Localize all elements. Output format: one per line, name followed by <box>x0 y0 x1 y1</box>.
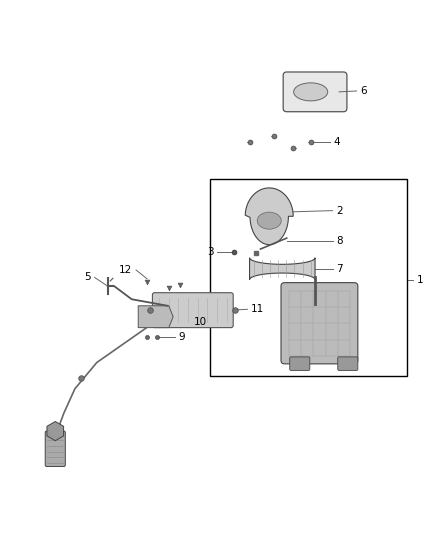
Ellipse shape <box>257 212 281 229</box>
Polygon shape <box>138 306 173 328</box>
Text: 9: 9 <box>179 332 185 342</box>
Text: 5: 5 <box>85 272 91 282</box>
Text: 7: 7 <box>336 264 343 273</box>
Text: 3: 3 <box>207 247 213 257</box>
FancyBboxPatch shape <box>283 72 347 112</box>
Text: 6: 6 <box>360 86 367 96</box>
FancyBboxPatch shape <box>290 357 310 370</box>
Polygon shape <box>250 258 315 280</box>
Text: 4: 4 <box>334 137 340 147</box>
Text: 10: 10 <box>194 317 207 327</box>
Text: 2: 2 <box>336 206 343 216</box>
FancyBboxPatch shape <box>152 293 233 328</box>
Polygon shape <box>245 188 293 245</box>
FancyBboxPatch shape <box>338 357 358 370</box>
Ellipse shape <box>293 83 328 101</box>
Text: 12: 12 <box>119 265 133 275</box>
Polygon shape <box>47 422 64 441</box>
Text: 8: 8 <box>336 236 343 246</box>
FancyBboxPatch shape <box>45 431 65 466</box>
Text: 1: 1 <box>417 274 424 285</box>
Bar <box>210 179 407 376</box>
FancyBboxPatch shape <box>281 282 358 364</box>
Text: 11: 11 <box>251 304 264 314</box>
